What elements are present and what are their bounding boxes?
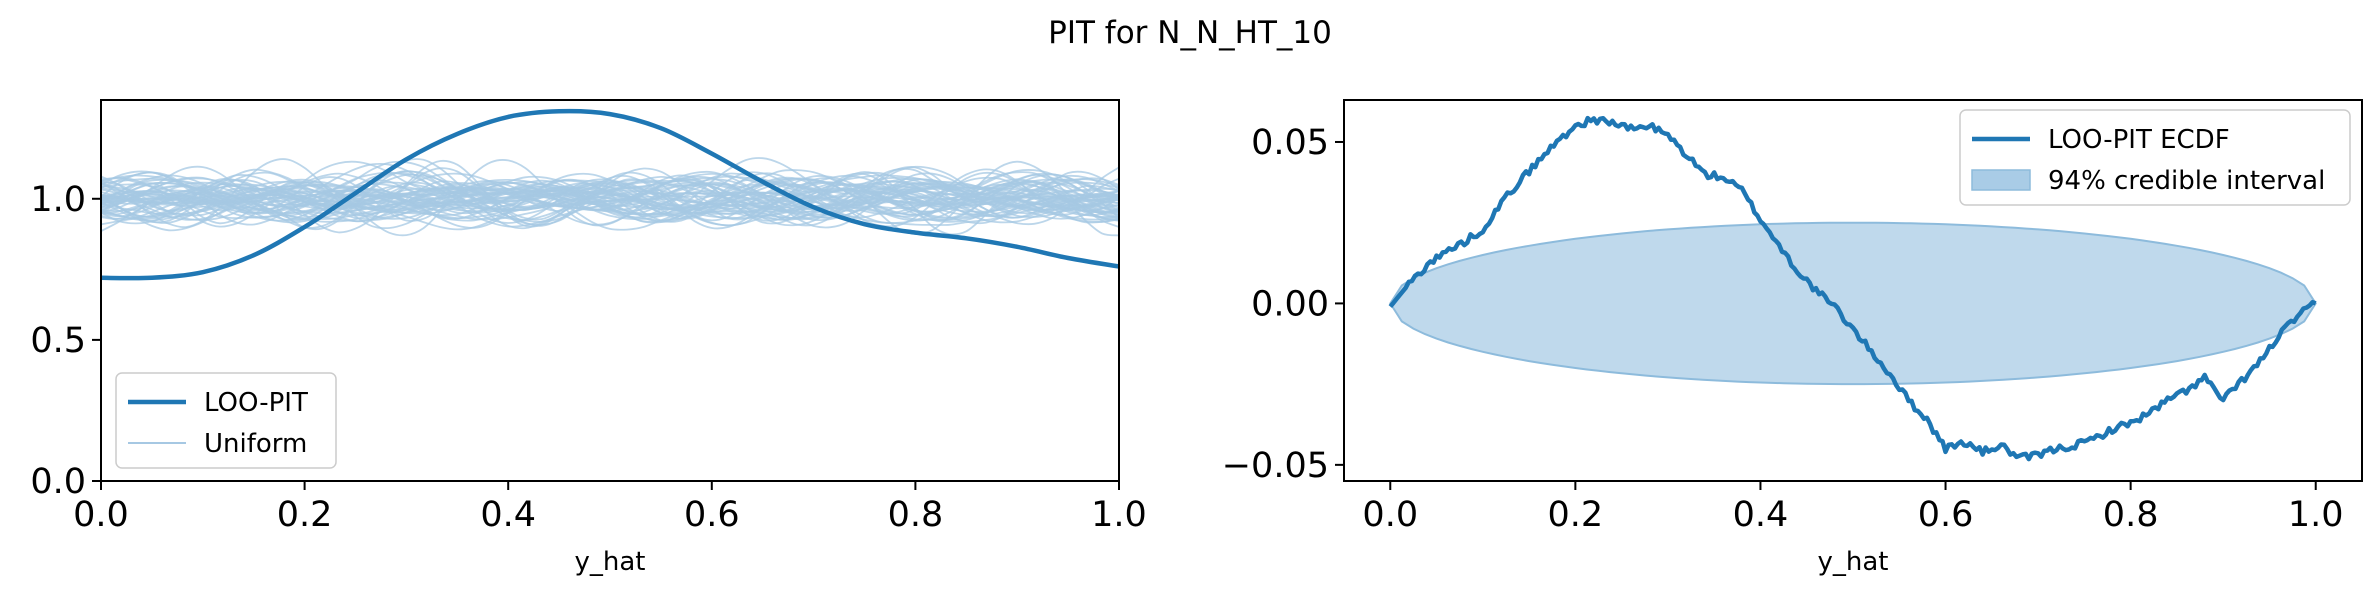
loo-pit-kde-panel: 0.0 0.2 0.4 0.6 0.8 1.0 0.0 0.5 1.0 y_hat LOO-P… <box>30 99 1147 577</box>
left-x-tick-label: 1.0 <box>1091 495 1147 535</box>
figure-title: PIT for N_N_HT_10 <box>1048 15 1332 51</box>
uniform-curve <box>100 172 1120 224</box>
right-x-tick-label: 0.0 <box>1362 495 1418 535</box>
uniform-curve <box>100 171 1120 216</box>
legend-label-uniform: Uniform <box>204 429 307 459</box>
left-y-tick-label: 1.0 <box>30 180 86 220</box>
left-axes-frame <box>100 99 1120 482</box>
uniform-curve <box>100 177 1120 221</box>
legend-label-ecdf: LOO-PIT ECDF <box>2048 125 2230 155</box>
uniform-curves <box>100 157 1120 237</box>
left-x-tick-label: 0.8 <box>888 495 944 535</box>
right-x-tick-label: 0.2 <box>1548 495 1604 535</box>
right-y-tick-label: 0.00 <box>1251 284 1329 324</box>
uniform-curve <box>100 180 1120 226</box>
left-x-tick-label: 0.0 <box>73 495 129 535</box>
right-y-tick-label: −0.05 <box>1222 446 1329 486</box>
right-y-tick-label: 0.05 <box>1251 123 1329 163</box>
left-legend-box <box>115 372 337 469</box>
right-x-tick-label: 0.6 <box>1918 495 1974 535</box>
right-legend: LOO-PIT ECDF 94% credible interval <box>1959 109 2351 206</box>
right-x-axis-label: y_hat <box>1818 547 1889 577</box>
left-y-tick-label: 0.5 <box>30 321 86 361</box>
right-x-tick-label: 0.8 <box>2103 495 2159 535</box>
uniform-curve <box>100 182 1120 219</box>
left-x-axis-label: y_hat <box>575 547 646 577</box>
left-x-tick-label: 0.2 <box>277 495 333 535</box>
loo-pit-line <box>100 108 1120 281</box>
right-x-tick-label: 1.0 <box>2288 495 2344 535</box>
left-x-tick-label: 0.4 <box>480 495 536 535</box>
left-x-tick-label: 0.6 <box>684 495 740 535</box>
left-y-tick-label: 0.0 <box>30 462 86 502</box>
uniform-curve <box>100 178 1120 219</box>
right-x-tick-label: 0.4 <box>1733 495 1789 535</box>
legend-swatch-credible-interval <box>1971 169 2031 191</box>
credible-interval-band <box>1389 221 2317 386</box>
right-axes-frame <box>1343 99 2363 482</box>
left-legend: LOO-PIT Uniform <box>115 372 337 469</box>
legend-label-credible-interval: 94% credible interval <box>2048 166 2325 196</box>
right-legend-box <box>1959 109 2351 206</box>
loo-pit-ecdf-line <box>1388 115 2317 462</box>
legend-label-loo-pit: LOO-PIT <box>204 388 308 418</box>
loo-pit-ecdf-panel: 0.0 0.2 0.4 0.6 0.8 1.0 −0.05 0.00 0.05 y_hat L… <box>1222 99 2363 577</box>
